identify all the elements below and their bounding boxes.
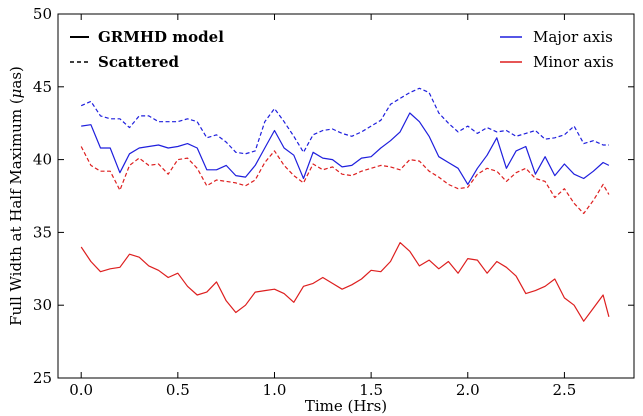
y-axis-label: Full Width at Half Maximum (μas) — [7, 66, 25, 326]
y-axis-label-prefix: Full Width at Half Maximum ( — [7, 98, 25, 326]
legend-label-scattered: Scattered — [98, 53, 180, 71]
legend-style: GRMHD model Scattered — [70, 28, 224, 71]
legend-label-grmhd: GRMHD model — [98, 28, 224, 46]
y-axis-label-suffix: as) — [7, 66, 25, 89]
major-axis-dashed-line — [80, 87, 609, 155]
y-tick-label: 45 — [33, 78, 52, 96]
y-axis-label-mu: μ — [7, 89, 25, 99]
x-tick-label: 1.5 — [359, 381, 383, 399]
y-tick-label: 30 — [33, 296, 52, 314]
y-tick-label: 25 — [33, 369, 52, 387]
legend-label-major: Major axis — [533, 28, 613, 46]
x-tick-label: 2.5 — [552, 381, 576, 399]
major-axis-solid-line — [81, 112, 610, 185]
x-tick-label: 1.0 — [263, 381, 287, 399]
y-tick-label: 50 — [33, 5, 52, 23]
x-tick-label: 0.0 — [69, 381, 93, 399]
series-layer — [80, 87, 610, 322]
tick-layer: 0.0 0.5 1.0 1.5 2.0 2.5 25 30 35 40 45 50 — [33, 5, 634, 399]
legend-color: Major axis Minor axis — [500, 28, 614, 71]
minor-axis-solid-line — [80, 242, 610, 322]
legend-label-minor: Minor axis — [533, 53, 614, 71]
plot-frame — [57, 13, 635, 379]
y-tick-label: 40 — [33, 151, 52, 169]
minor-axis-dashed-line — [80, 146, 610, 215]
x-axis-label: Time (Hrs) — [305, 397, 387, 415]
x-tick-label: 0.5 — [166, 381, 190, 399]
y-tick-label: 35 — [33, 223, 52, 241]
x-tick-label: 2.0 — [456, 381, 480, 399]
